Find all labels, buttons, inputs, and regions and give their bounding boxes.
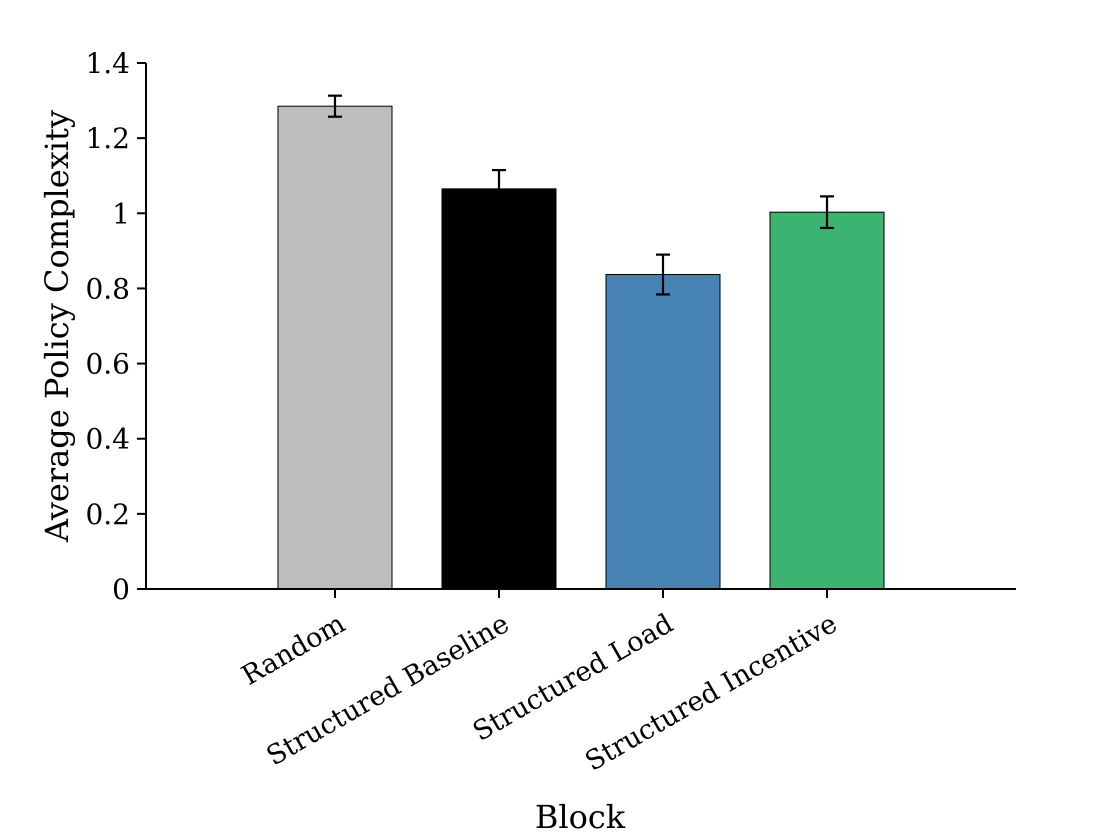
error-bar (492, 168, 506, 209)
error-bar (656, 253, 670, 296)
y-tick-label: 1.4 (85, 47, 130, 80)
error-bar (820, 195, 834, 230)
plot-area (277, 94, 885, 590)
y-tick-label: 1.2 (85, 122, 130, 155)
y-tick-label: 0 (112, 573, 130, 606)
x-axis-title: Block (535, 798, 626, 836)
bar (277, 105, 393, 590)
bar (769, 211, 885, 590)
x-tick-label: Random (237, 608, 351, 692)
y-tick-label: 0.2 (85, 498, 130, 531)
y-tick-label: 0.8 (85, 272, 130, 305)
y-axis-ticks: 0 0.2 0.4 0.6 0.8 1 1.2 1.4 (85, 47, 146, 606)
y-axis-title: Average Policy Complexity (38, 110, 76, 543)
y-tick-label: 1 (112, 197, 130, 230)
bar (441, 188, 557, 590)
bar (605, 274, 721, 590)
error-bar (328, 94, 342, 118)
y-tick-label: 0.6 (85, 348, 130, 381)
y-tick-label: 0.4 (85, 423, 130, 456)
